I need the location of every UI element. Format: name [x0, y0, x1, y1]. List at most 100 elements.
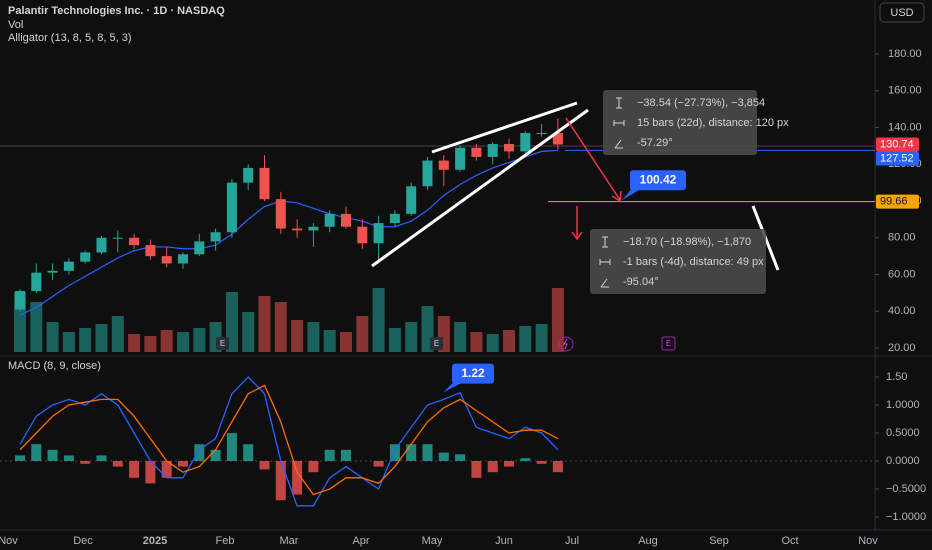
- histogram-bar: [210, 449, 221, 461]
- time-axis: Nov Dec 2025 Feb Mar Apr May Jun Jul Aug Sep Oct Nov: [0, 535, 878, 547]
- candle-body: [536, 133, 547, 135]
- measure-text: −38.54 (−27.73%), −3,854: [637, 97, 765, 109]
- histogram-bar: [63, 455, 74, 461]
- histogram-bar: [455, 454, 466, 461]
- price-tag-label: 130.74: [880, 138, 914, 150]
- currency-label[interactable]: USD: [890, 7, 913, 19]
- macd-callout: [452, 363, 494, 384]
- measure-text: -57.29°: [637, 137, 673, 149]
- volume-bar: [79, 328, 92, 352]
- svg-text:E: E: [434, 339, 439, 348]
- histogram-bar: [129, 461, 140, 478]
- volume-label: Vol: [8, 19, 23, 31]
- y-tick-label: 1.0000: [886, 399, 920, 411]
- candle-body: [80, 252, 91, 262]
- x-tick-label: Jun: [495, 535, 513, 547]
- currency-button[interactable]: [879, 2, 925, 23]
- volume-bar: [258, 296, 271, 352]
- price-tag-label: 127.52: [880, 152, 914, 164]
- trend-line: [431, 101, 578, 154]
- x-tick-label: Oct: [781, 535, 798, 547]
- candle-body: [15, 291, 25, 310]
- candle-body: [389, 213, 400, 224]
- candle-body: [487, 144, 498, 157]
- candle-body: [161, 256, 172, 264]
- volume-bar: [144, 336, 157, 352]
- arrow-head: [571, 231, 583, 241]
- callout-pointer: [443, 380, 466, 393]
- histogram-bar: [178, 461, 188, 467]
- candle-body: [210, 232, 221, 242]
- volume-bar: [46, 322, 59, 352]
- candle-body: [226, 182, 237, 233]
- measure-text: −18.70 (−18.98%), −1,870: [623, 236, 751, 248]
- candle-body: [357, 226, 368, 244]
- volume-bar: [111, 316, 124, 352]
- volume-bar: [551, 288, 564, 352]
- candle-body: [96, 237, 107, 253]
- candle-body: [63, 261, 74, 271]
- price-tag: [876, 151, 919, 166]
- svg-text:E: E: [666, 339, 671, 348]
- measure-text: -1 bars (-4d), distance: 49 px: [623, 256, 764, 268]
- svg-text:E: E: [220, 339, 225, 348]
- histogram-bar: [47, 449, 58, 461]
- volume-bar: [274, 302, 287, 352]
- y-tick-label: 180.00: [888, 48, 922, 60]
- candle-body: [31, 272, 42, 292]
- candle-body: [47, 270, 58, 273]
- histogram-bar: [471, 461, 482, 478]
- histogram-bar: [308, 461, 319, 473]
- candle-body: [341, 213, 351, 227]
- callout-pointer: [622, 188, 642, 201]
- histogram-bar: [226, 433, 237, 461]
- event-icons: E E E: [216, 336, 676, 352]
- y-tick-label: 0.0000: [886, 455, 920, 467]
- volume-bar: [356, 316, 369, 352]
- x-tick-label: Nov: [858, 535, 878, 547]
- histogram-bar: [406, 444, 417, 461]
- measure-icons: [599, 97, 625, 288]
- y-tick-label: −1.0000: [886, 511, 926, 523]
- volume-bar: [242, 312, 255, 352]
- measure-box: [590, 229, 766, 294]
- candle-body: [112, 237, 123, 239]
- x-tick-label: Feb: [216, 535, 235, 547]
- histogram-bar: [145, 461, 156, 484]
- histogram-bar: [552, 461, 563, 473]
- macd-label: MACD (8, 9, close): [8, 360, 101, 372]
- y-tick-label: 80.00: [888, 232, 916, 244]
- price-tag: [876, 137, 919, 152]
- histogram-bar: [112, 461, 123, 467]
- volume-bar: [503, 330, 515, 352]
- histogram-bar: [341, 449, 351, 461]
- y-tick-label: 40.00: [888, 305, 916, 317]
- alligator-line: [19, 149, 558, 316]
- volume-bar: [519, 326, 532, 352]
- measure-box: [603, 90, 757, 155]
- y-tick-label: 0.5000: [886, 427, 920, 439]
- x-tick-label: Apr: [352, 535, 369, 547]
- histogram-bar: [243, 444, 254, 461]
- histogram-bar: [292, 461, 303, 495]
- histogram-bar: [80, 461, 91, 464]
- candle-body: [308, 226, 319, 231]
- measure-arrow: [565, 117, 621, 201]
- candle-body: [471, 147, 482, 157]
- y-tick-label: 160.00: [888, 85, 922, 97]
- y-tick-label: 140.00: [888, 121, 922, 133]
- volume-bar: [535, 324, 548, 352]
- y-tick-label: −0.5000: [886, 483, 926, 495]
- candle-body: [438, 160, 449, 170]
- macd-line: [19, 384, 559, 496]
- volume-bar: [340, 332, 352, 352]
- volume-bar: [486, 334, 499, 352]
- candle-body: [259, 167, 270, 200]
- volume-bar: [470, 332, 483, 352]
- volume-bar: [388, 328, 401, 352]
- histogram-bar: [161, 461, 172, 478]
- histogram-bar: [438, 452, 449, 461]
- x-tick-label: Sep: [709, 535, 729, 547]
- candle-body: [178, 254, 188, 264]
